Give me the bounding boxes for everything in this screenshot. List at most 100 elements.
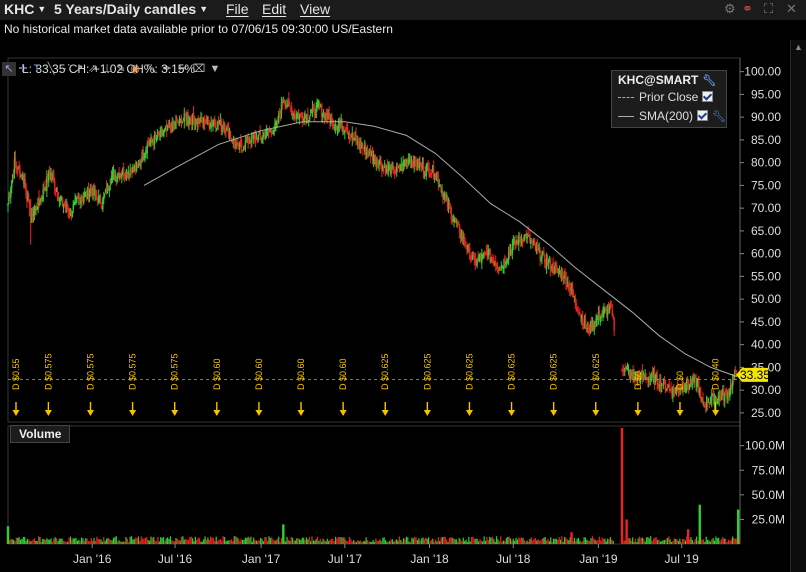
candle-body (663, 380, 666, 383)
volume-bar (576, 538, 578, 544)
candle-body (102, 198, 104, 210)
eraser-icon[interactable]: ⌧ (192, 63, 206, 75)
candle-body (654, 375, 657, 383)
chevron-down-icon: ▼ (199, 4, 209, 14)
channel-tool-icon[interactable]: ⇗ (88, 63, 98, 75)
candle-body (467, 244, 469, 249)
candle-body (457, 222, 460, 226)
volume-bar (594, 539, 596, 544)
line-tool-icon[interactable]: ↗ (74, 63, 84, 75)
volume-bar (609, 537, 612, 544)
volume-bar (707, 539, 709, 544)
crosshair-tool-icon[interactable]: ✛ (18, 63, 28, 75)
volume-bar (450, 537, 452, 544)
menu-view[interactable]: View (300, 1, 331, 17)
pointer-tool-icon[interactable]: ↖ (2, 62, 16, 76)
candle-body (279, 114, 282, 116)
volume-spike-bar (625, 519, 628, 544)
candle-body (54, 188, 57, 191)
candle-body (285, 104, 287, 106)
wrench-icon[interactable]: 🔧︎ (712, 111, 726, 123)
target-tool-icon[interactable]: ◉ (130, 63, 140, 75)
scroll-up-icon[interactable]: ▲ (794, 42, 803, 52)
expand-icon[interactable]: ⛶ (764, 1, 774, 16)
close-icon[interactable]: ✕ (786, 1, 797, 16)
candle-body (247, 138, 249, 145)
fib-tool-icon[interactable]: ⋰ (59, 63, 71, 75)
more-tools-chevron-icon[interactable]: ▼ (209, 63, 221, 75)
volume-bar (167, 537, 169, 544)
candle-body (426, 164, 428, 168)
volume-bar (55, 538, 58, 544)
volume-bar (573, 537, 575, 544)
candle-body (386, 165, 389, 170)
volume-bar (121, 541, 123, 544)
gear-icon[interactable]: ⚙ (724, 1, 736, 16)
volume-bar (322, 538, 324, 544)
candle-body (623, 369, 625, 372)
candle-body (185, 113, 187, 122)
link-icon[interactable]: ⚭ (742, 1, 753, 16)
candle-body (316, 103, 318, 108)
volume-bar (394, 540, 396, 544)
volume-bar (355, 542, 358, 544)
volume-bar (285, 541, 287, 544)
volume-bar (433, 541, 435, 544)
volume-bar (670, 541, 673, 544)
text-tool-icon[interactable]: T (33, 63, 41, 75)
candle-body (608, 304, 611, 314)
candle-body (90, 189, 92, 192)
candle-body (486, 250, 489, 259)
volume-bar (80, 537, 83, 544)
ruler-tool-icon[interactable]: ⊥ (102, 63, 112, 75)
menu-file[interactable]: File (226, 1, 249, 17)
wrench-icon[interactable]: ✂ (178, 63, 188, 75)
volume-bar (200, 541, 202, 544)
volume-bar (690, 537, 692, 544)
volume-bar (580, 541, 582, 544)
candle-body (153, 134, 156, 145)
candle-body (470, 256, 472, 258)
prior-close-checkbox[interactable] (702, 91, 714, 102)
chevron-down-icon: ▼ (37, 4, 47, 14)
candle-body (30, 210, 33, 217)
volume-bar (536, 540, 538, 544)
menu-edit[interactable]: Edit (262, 1, 287, 17)
dividend-arrow-icon (171, 410, 179, 416)
candle-body (648, 377, 650, 382)
candle-body (529, 234, 531, 243)
x-tick-label: Jan '16 (73, 552, 112, 566)
candle-body (302, 118, 304, 122)
candle-body (516, 240, 518, 244)
price-tick-label: 55.00 (751, 269, 781, 283)
volume-bar (473, 538, 476, 544)
dividend-arrow-icon (129, 410, 137, 416)
volume-bar (150, 536, 152, 544)
candle-body (272, 132, 274, 135)
dividend-label: D $0.60 (338, 358, 348, 390)
period-dropdown[interactable]: 5 Years/Daily candles ▼ (54, 1, 208, 17)
volume-bar (461, 541, 463, 544)
candle-body (197, 119, 199, 125)
volume-bar (133, 539, 135, 544)
volume-bar (680, 541, 682, 544)
wrench-icon[interactable]: 🔧︎ (702, 75, 717, 87)
candle-body (218, 123, 221, 125)
trendline-tool-icon[interactable]: ╲ (47, 63, 55, 75)
candle-body (223, 127, 225, 129)
volume-bar (130, 536, 133, 544)
thumbtack-icon[interactable]: ✒ (162, 63, 172, 75)
marker-tool-icon[interactable]: ⤡ (146, 63, 156, 75)
candle-body (571, 285, 574, 294)
candle-body (396, 167, 399, 169)
vertical-scrollbar[interactable]: ▲ (790, 40, 806, 572)
volume-bar (416, 540, 419, 544)
sma-checkbox[interactable] (697, 110, 709, 121)
data-availability-notice: No historical market data available prio… (0, 20, 806, 39)
symbol-dropdown[interactable]: KHC ▼ (4, 1, 46, 17)
candle-body (719, 394, 721, 397)
pencil-tool-icon[interactable]: ✎ (116, 63, 126, 75)
candle-body (163, 130, 165, 134)
candle-body (313, 108, 316, 116)
volume-bar (429, 541, 431, 544)
